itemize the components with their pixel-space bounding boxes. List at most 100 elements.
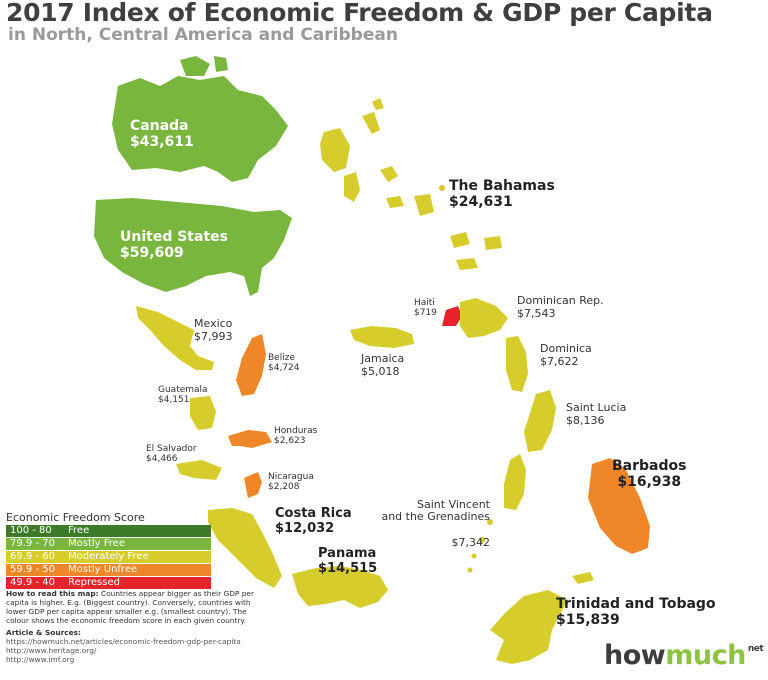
legend-range: 59.9 - 50 — [10, 564, 55, 575]
source-link[interactable]: https://howmuch.net/articles/economic-fr… — [6, 637, 241, 646]
saint-lucia-name: Saint Lucia — [566, 401, 627, 414]
bahamas-island-shape — [372, 98, 384, 110]
label-canada: Canada $43,611 — [130, 118, 194, 150]
island-dot — [467, 567, 473, 573]
haiti-shape — [442, 306, 462, 326]
costa-rica-name: Costa Rica — [275, 506, 352, 521]
bahamas-island-shape — [362, 112, 380, 134]
source-link[interactable]: http://www.imf.org — [6, 655, 75, 664]
label-saint-vincent: Saint Vincent and the Grenadines $7,342 — [364, 486, 490, 562]
logo-part2: much — [665, 640, 746, 671]
label-bahamas: The Bahamas $24,631 — [449, 178, 555, 210]
saint-vincent-gdp: $7,342 — [451, 535, 491, 549]
el-salvador-name: El Salvador — [146, 444, 197, 454]
mexico-shape — [136, 306, 214, 370]
logo-part1: how — [604, 640, 666, 671]
bahamas-island-shape — [484, 236, 502, 250]
legend-item: 59.9 - 50 Mostly Unfree — [6, 564, 211, 576]
howmuch-logo: howmuch net — [604, 640, 764, 671]
logo-suffix: net — [747, 644, 764, 654]
bahamas-island-shape — [320, 128, 350, 172]
tobago-shape — [572, 572, 594, 584]
source-link[interactable]: http://www.heritage.org/ — [6, 646, 97, 655]
label-nicaragua: Nicaragua $2,208 — [268, 472, 314, 493]
usa-shape — [94, 198, 292, 296]
label-trinidad: Trinidad and Tobago $15,839 — [556, 596, 716, 628]
panama-name: Panama — [318, 546, 377, 561]
label-honduras: Honduras $2,623 — [274, 426, 317, 447]
legend-label: Repressed — [68, 577, 120, 588]
canada-shape — [112, 76, 288, 182]
trinidad-gdp: $15,839 — [556, 612, 620, 629]
legend: Economic Freedom Score 100 - 80 Free 79.9… — [6, 511, 211, 590]
dominica-name: Dominica — [540, 342, 592, 355]
mexico-gdp: $7,993 — [194, 329, 233, 343]
label-el-salvador: El Salvador $4,466 — [146, 444, 197, 465]
honduras-gdp: $2,623 — [274, 436, 306, 447]
legend-title: Economic Freedom Score — [6, 511, 145, 524]
canada-island-shape — [214, 56, 228, 72]
label-dominican-rep: Dominican Rep. $7,543 — [517, 294, 604, 320]
legend-label: Mostly Free — [68, 538, 125, 549]
saint-vincent-name: Saint Vincent and the Grenadines — [381, 497, 490, 524]
legend-label: Mostly Unfree — [68, 564, 138, 575]
legend-item: 79.9 - 70 Mostly Free — [6, 538, 211, 550]
label-dominica: Dominica $7,622 — [540, 342, 592, 368]
bahamas-island-shape — [386, 196, 404, 208]
usa-gdp: $59,609 — [120, 245, 184, 262]
mexico-name: Mexico — [194, 317, 233, 330]
dominica-shape — [506, 336, 528, 392]
el-salvador-gdp: $4,466 — [146, 454, 178, 465]
dominica-gdp: $7,622 — [540, 354, 579, 368]
saint-vincent-shape — [504, 454, 526, 510]
label-saint-lucia: Saint Lucia $8,136 — [566, 401, 627, 427]
island-dot — [439, 185, 445, 191]
map-title: 2017 Index of Economic Freedom & GDP per… — [6, 0, 713, 27]
legend-item: 69.9 - 60 Moderately Free — [6, 551, 211, 563]
legend-label: Free — [68, 525, 90, 536]
label-barbados: Barbados $16,938 — [612, 458, 686, 490]
canada-island-shape — [180, 56, 210, 76]
usa-name: United States — [120, 229, 228, 245]
island-dot — [471, 553, 477, 559]
label-haiti: Haiti $719 — [414, 298, 437, 319]
belize-name: Belize — [268, 353, 295, 363]
bahamas-island-shape — [450, 232, 470, 248]
label-guatemala: Guatemala $4,151 — [158, 385, 208, 406]
honduras-shape — [228, 430, 272, 448]
dominican-rep-name: Dominican Rep. — [517, 294, 604, 307]
island-dot — [479, 537, 485, 543]
legend-item: 49.9 - 40 Repressed — [6, 577, 211, 589]
barbados-shape — [588, 458, 650, 554]
bahamas-name: The Bahamas — [449, 178, 555, 194]
map-subtitle: in North, Central America and Caribbean — [8, 25, 398, 45]
bahamas-gdp: $24,631 — [449, 194, 513, 211]
label-jamaica: Jamaica $5,018 — [361, 352, 404, 378]
bahamas-island-shape — [414, 194, 434, 216]
label-belize: Belize $4,724 — [268, 353, 300, 374]
label-costa-rica: Costa Rica $12,032 — [275, 506, 352, 537]
legend-range: 69.9 - 60 — [10, 551, 55, 562]
notes: How to read this map: Countries appear b… — [6, 589, 268, 664]
how-to-title: How to read this map: — [6, 589, 99, 598]
how-to-text: Countries appear bigger as their GDP per… — [6, 589, 254, 625]
dominican-rep-gdp: $7,543 — [517, 306, 556, 320]
nicaragua-name: Nicaragua — [268, 472, 314, 482]
barbados-name: Barbados — [612, 458, 687, 474]
panama-shape — [292, 566, 388, 608]
guatemala-gdp: $4,151 — [158, 395, 190, 406]
costa-rica-shape — [208, 508, 282, 588]
legend-range: 49.9 - 40 — [10, 577, 55, 588]
costa-rica-gdp: $12,032 — [275, 520, 335, 536]
barbados-gdp: $16,938 — [617, 474, 682, 491]
canada-name: Canada — [130, 118, 189, 134]
haiti-gdp: $719 — [414, 308, 437, 319]
honduras-name: Honduras — [274, 426, 318, 436]
legend-label: Moderately Free — [68, 551, 149, 562]
label-usa: United States $59,609 — [120, 229, 228, 261]
jamaica-gdp: $5,018 — [361, 364, 400, 378]
sources-title: Article & Sources: — [6, 628, 82, 637]
canada-gdp: $43,611 — [130, 134, 194, 151]
island-dot — [487, 519, 493, 525]
